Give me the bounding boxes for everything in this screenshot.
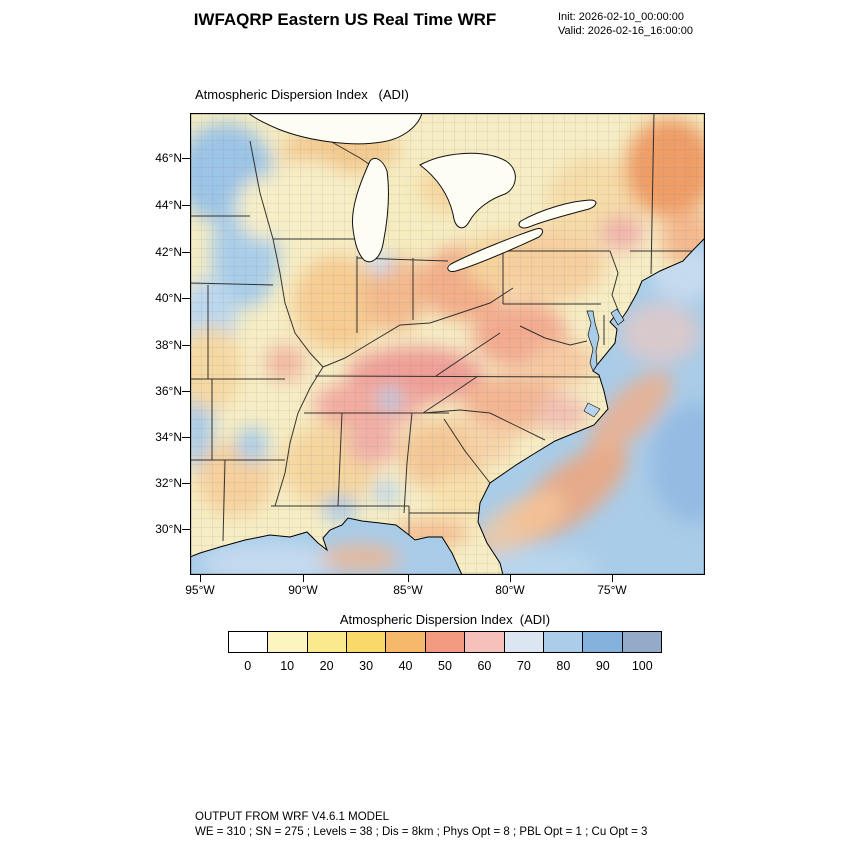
state-borders: [190, 113, 705, 542]
lon-label: 75°W: [597, 583, 627, 597]
colorbar-tick-label: 30: [359, 659, 374, 673]
init-time: Init: 2026-02-10_00:00:00: [558, 11, 684, 23]
lat-tick: [182, 298, 190, 299]
run-info: Init: 2026-02-10_00:00:00 Valid: 2026-02…: [558, 10, 693, 38]
bays: [583, 308, 625, 418]
colorbar-labels: 0 10 20 30 40 50 60 70 80 90 100: [228, 659, 662, 673]
lat-label: 32°N: [155, 476, 182, 490]
lat-tick: [182, 205, 190, 206]
map-border: [189, 112, 706, 576]
colorbar-cell: [464, 632, 504, 652]
lat-label: 36°N: [155, 384, 182, 398]
lon-label: 90°W: [288, 583, 318, 597]
lake-huron: [419, 152, 516, 229]
colorbar-cell: [229, 632, 268, 652]
map-frame: 46°N 44°N 42°N 40°N 38°N 36°N 34°N 32°N 30°N 95°…: [155, 112, 740, 597]
lon-tick: [200, 575, 201, 582]
lake-ontario: [518, 199, 597, 229]
lat-label: 44°N: [155, 198, 182, 212]
colorbar-cell: [582, 632, 622, 652]
lat-label: 38°N: [155, 338, 182, 352]
colorbar-cell: [306, 632, 347, 652]
colorbar-cell: [503, 632, 543, 652]
pamlico-sound: [583, 402, 601, 418]
footer-line-2: WE = 310 ; SN = 275 ; Levels = 38 ; Dis …: [195, 826, 648, 838]
colorbar-tick-label: 100: [631, 659, 653, 673]
lat-tick: [182, 529, 190, 530]
colorbar-cell: [385, 632, 425, 652]
footer-line-1: OUTPUT FROM WRF V4.6.1 MODEL: [195, 811, 390, 823]
colorbar-cell: [621, 632, 661, 652]
lake-erie: [447, 228, 544, 272]
lon-tick: [612, 575, 613, 582]
colorbar-cell: [542, 632, 583, 652]
chesapeake-bay: [586, 310, 600, 372]
colorbar-tick-label: 10: [280, 659, 295, 673]
great-lakes: [246, 112, 597, 272]
lon-tick: [303, 575, 304, 582]
colorbar-cell: [346, 632, 386, 652]
lat-tick: [182, 483, 190, 484]
colorbar-tick-label: 20: [319, 659, 334, 673]
lat-tick: [182, 437, 190, 438]
delaware-bay: [610, 308, 625, 326]
dispersion-map: [189, 112, 740, 586]
lon-label: 95°W: [185, 583, 215, 597]
map-title: Atmospheric Dispersion Index (ADI): [195, 87, 409, 102]
lake-superior: [246, 112, 423, 145]
colorbar-cell: [267, 632, 307, 652]
lon-tick: [510, 575, 511, 582]
colorbar: [228, 631, 662, 653]
lat-label: 30°N: [155, 522, 182, 536]
lon-label: 80°W: [495, 583, 525, 597]
lat-label: 34°N: [155, 430, 182, 444]
lon-label: 85°W: [393, 583, 423, 597]
lat-tick: [182, 252, 190, 253]
page-title: IWFAQRP Eastern US Real Time WRF: [193, 10, 497, 29]
colorbar-title: Atmospheric Dispersion Index (ADI): [339, 612, 551, 627]
lat-tick: [182, 158, 190, 159]
lat-label: 46°N: [155, 151, 182, 165]
lat-label: 40°N: [155, 291, 182, 305]
colorbar-block: Atmospheric Dispersion Index (ADI) 0 10 20…: [228, 612, 662, 673]
valid-time: Valid: 2026-02-16_16:00:00: [558, 25, 693, 37]
lat-label: 42°N: [155, 245, 182, 259]
colorbar-tick-label: 90: [595, 659, 610, 673]
colorbar-tick-label: 70: [516, 659, 531, 673]
colorbar-cell: [424, 632, 465, 652]
colorbar-tick-label: 60: [477, 659, 492, 673]
colorbar-tick-label: 50: [438, 659, 452, 673]
colorbar-tick-label: 40: [398, 659, 413, 673]
lat-tick: [182, 391, 190, 392]
lon-tick: [408, 575, 409, 582]
colorbar-tick-label: 0: [244, 659, 252, 673]
footer-annotation: OUTPUT FROM WRF V4.6.1 MODEL WE = 310 ; …: [195, 810, 647, 840]
colorbar-tick-label: 80: [556, 659, 571, 673]
lake-michigan: [351, 157, 389, 263]
lat-tick: [182, 345, 190, 346]
